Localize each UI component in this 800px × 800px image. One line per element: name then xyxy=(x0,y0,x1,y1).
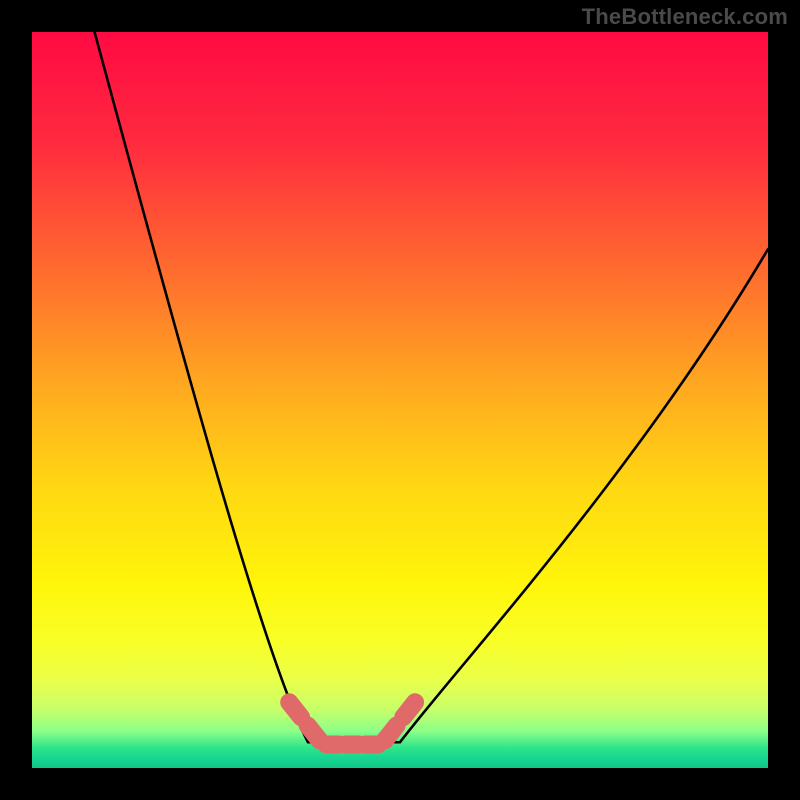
gradient-plot-area xyxy=(32,32,768,768)
watermark-text: TheBottleneck.com xyxy=(582,4,788,30)
